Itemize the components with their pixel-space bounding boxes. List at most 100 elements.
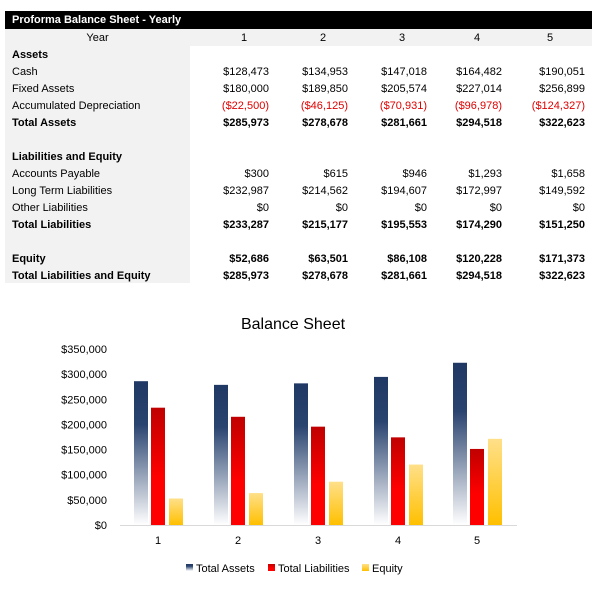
cell-value: $285,973 [223,117,269,129]
cell-value: $172,997 [456,185,502,197]
row-label: Long Term Liabilities [12,185,113,197]
legend-label: Equity [372,563,403,575]
cell-value: $285,973 [223,270,269,282]
year-label: Year [86,32,109,44]
cell-value: $52,686 [229,253,269,265]
cell-value: ($70,931) [379,100,427,112]
row-label: Liabilities and Equity [12,151,123,163]
cell-value: $1,293 [468,168,502,180]
bar-equity [488,438,502,525]
row-label: Equity [12,253,46,265]
cell-value: $281,661 [381,270,427,282]
bar-total-assets [453,362,467,525]
cell-value: $134,953 [302,66,348,78]
cell-value: $300 [244,168,269,180]
y-tick-label: $300,000 [61,369,107,381]
year-header: 5 [546,32,554,44]
cell-value: $0 [256,202,269,214]
table-row: Assets [5,47,592,64]
table-row [5,132,592,149]
bar-total-liabilities [151,407,165,525]
table-row [5,234,592,251]
year-header: 2 [319,32,327,44]
cell-value: $256,899 [539,83,585,95]
cell-value: $227,014 [456,83,502,95]
row-label: Total Assets [12,117,77,129]
table-row: Long Term Liabilities $232,987 $214,562 $19… [5,183,592,200]
cell-value: $615 [323,168,348,180]
x-tick-label: 4 [395,535,401,547]
bar-total-assets [214,384,228,525]
cell-value: $294,518 [456,270,502,282]
cell-value: $86,108 [387,253,427,265]
bar-total-liabilities [470,448,484,525]
bar-equity [249,493,263,525]
cell-value: $151,250 [539,219,585,231]
cell-value: $214,562 [302,185,348,197]
x-tick-label: 1 [155,535,161,547]
row-label: Assets [12,49,49,61]
row-label: Accounts Payable [12,168,101,180]
cell-value: ($22,500) [221,100,269,112]
cell-value: $322,623 [539,270,585,282]
cell-value: ($124,327) [531,100,585,112]
legend-swatch [268,564,275,571]
cell-value: $233,287 [223,219,269,231]
y-tick-label: $0 [95,520,107,532]
bar-total-liabilities [231,416,245,525]
table-row: Accounts Payable $300 $615 $946 $1,293 $1,658 [5,166,592,183]
table-row: Liabilities and Equity [5,149,592,166]
cell-value: $164,482 [456,66,502,78]
legend-label: Total Liabilities [278,563,350,575]
cell-value: $63,501 [308,253,348,265]
cell-value: $0 [489,202,502,214]
table-row: Accumulated Depreciation ($22,500) ($46,12… [5,98,592,115]
x-tick-label: 5 [474,535,480,547]
row-label: Accumulated Depreciation [12,100,141,112]
cell-value: $190,051 [539,66,585,78]
cell-value: $322,623 [539,117,585,129]
cell-value: $120,228 [456,253,502,265]
cell-value: $147,018 [381,66,427,78]
year-header: 4 [473,32,481,44]
bar-equity [169,498,183,525]
cell-value: $149,592 [539,185,585,197]
cell-value: $194,607 [381,185,427,197]
year-header: 1 [240,32,248,44]
bar-total-assets [294,383,308,525]
row-label: Total Liabilities and Equity [12,270,151,282]
table-row: Cash $128,473 $134,953 $147,018 $164,482 $190… [5,64,592,81]
year-row-bg [5,29,592,46]
cell-value: $189,850 [302,83,348,95]
cell-value: ($46,125) [300,100,348,112]
table-row: Total Liabilities $233,287 $215,177 $195,55… [5,217,592,234]
cell-value: $205,574 [381,83,427,95]
y-tick-label: $50,000 [67,495,107,507]
bar-total-liabilities [391,437,405,525]
cell-value: $0 [414,202,427,214]
row-label: Cash [12,66,38,78]
cell-value: $946 [402,168,427,180]
y-tick-label: $250,000 [61,394,107,406]
bar-equity [409,464,423,525]
year-header: 3 [398,32,406,44]
table-title: Proforma Balance Sheet - Yearly [5,11,592,29]
balance-chart: Balance Sheet $0 $50,000 $100,000 $150,000 $2… [61,316,517,575]
cell-value: $174,290 [456,219,502,231]
year-header-row: Year 1 2 3 4 5 [5,30,592,47]
table-row: Other Liabilities $0 $0 $0 $0 $0 [5,200,592,217]
legend-swatch [362,564,369,571]
bar-total-assets [134,381,148,525]
table-row: Total Assets $285,973 $278,678 $281,661 $294… [5,115,592,132]
row-label: Total Liabilities [12,219,92,231]
cell-value: $278,678 [302,117,348,129]
cell-value: $278,678 [302,270,348,282]
cell-value: $232,987 [223,185,269,197]
cell-value: $0 [572,202,585,214]
cell-value: $215,177 [302,219,348,231]
table-row: Total Liabilities and Equity $285,973 $278… [5,268,592,285]
cell-value: ($96,978) [454,100,502,112]
y-tick-label: $200,000 [61,419,107,431]
y-tick-label: $150,000 [61,445,107,457]
cell-value: $128,473 [223,66,269,78]
